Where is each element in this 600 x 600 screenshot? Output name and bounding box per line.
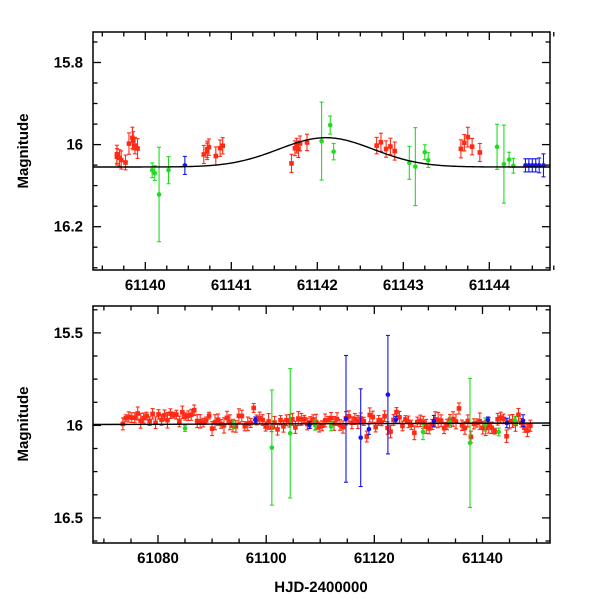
svg-text:Magnitude: Magnitude xyxy=(15,387,32,462)
svg-text:61140: 61140 xyxy=(125,277,166,294)
svg-text:61100: 61100 xyxy=(246,550,287,567)
svg-text:61080: 61080 xyxy=(137,550,179,567)
svg-text:61144: 61144 xyxy=(469,277,511,294)
svg-text:16.5: 16.5 xyxy=(54,510,83,527)
svg-text:Magnitude: Magnitude xyxy=(15,114,32,189)
svg-text:16.2: 16.2 xyxy=(54,219,83,236)
svg-text:16: 16 xyxy=(66,417,83,434)
svg-text:61140: 61140 xyxy=(462,550,503,567)
svg-text:61120: 61120 xyxy=(354,550,395,567)
svg-text:HJD-2400000: HJD-2400000 xyxy=(274,579,367,596)
svg-text:15.5: 15.5 xyxy=(54,325,83,342)
svg-text:16: 16 xyxy=(66,137,83,154)
svg-text:15.8: 15.8 xyxy=(54,55,83,72)
svg-text:61142: 61142 xyxy=(297,277,338,294)
svg-text:61141: 61141 xyxy=(211,277,252,294)
svg-text:61143: 61143 xyxy=(383,277,424,294)
